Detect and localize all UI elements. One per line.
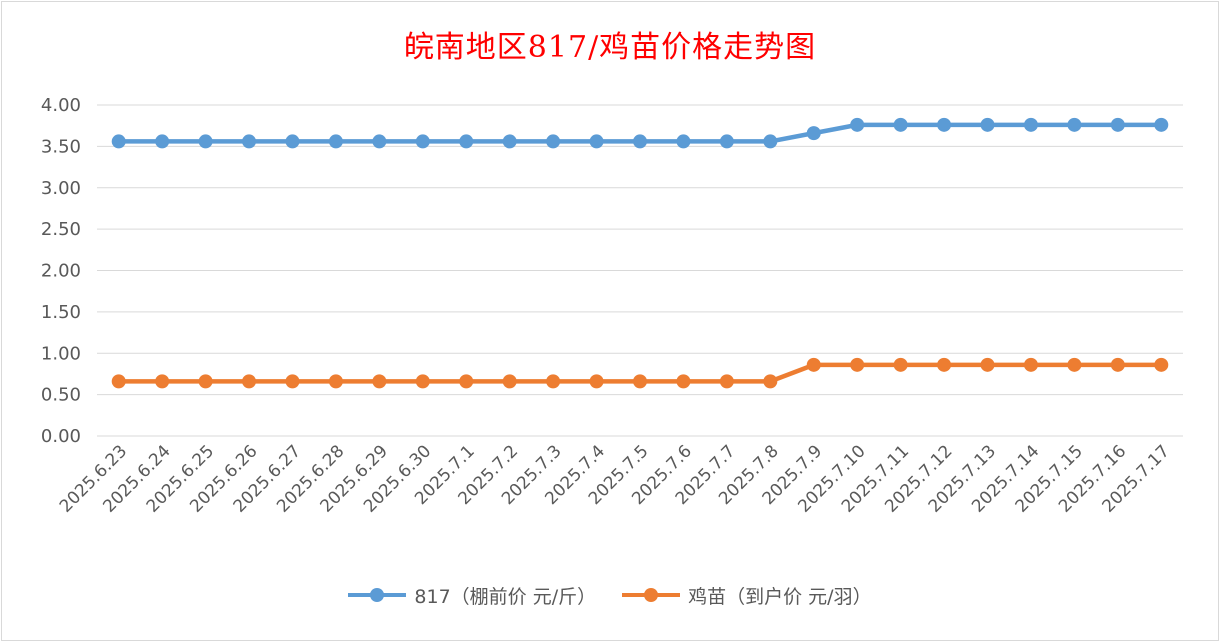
data-point-series-0 [372, 134, 387, 149]
y-tick-label: 3.50 [41, 136, 81, 157]
data-point-series-0 [155, 134, 170, 149]
data-point-series-1 [980, 357, 995, 372]
data-point-series-1 [893, 357, 908, 372]
data-point-series-1 [242, 374, 257, 389]
data-point-series-0 [806, 126, 821, 141]
data-point-series-0 [459, 134, 474, 149]
data-point-series-1 [546, 374, 561, 389]
data-point-series-0 [1067, 117, 1082, 132]
data-point-series-1 [111, 374, 126, 389]
legend-swatch-817 [348, 586, 407, 604]
data-point-series-1 [1023, 357, 1038, 372]
data-point-series-0 [850, 117, 865, 132]
y-tick-label: 1.00 [41, 343, 81, 364]
data-point-series-1 [328, 374, 343, 389]
data-point-series-0 [633, 134, 647, 149]
data-point-series-0 [502, 134, 517, 149]
y-tick-label: 2.00 [41, 261, 81, 282]
legend-label-817: 817（棚前价 元/斤） [414, 585, 597, 608]
data-point-series-0 [893, 117, 908, 132]
data-point-series-1 [633, 374, 647, 389]
data-point-series-0 [242, 134, 257, 149]
data-point-series-0 [1023, 117, 1038, 132]
data-point-series-1 [372, 374, 387, 389]
legend-swatch-chick [622, 586, 681, 604]
legend-item-chick: 鸡苗（到户价 元/羽） [622, 582, 872, 609]
data-point-series-0 [937, 117, 952, 132]
data-point-series-0 [980, 117, 995, 132]
legend-marker-817 [370, 588, 385, 602]
chart-title: 皖南地区817/鸡苗价格走势图 [403, 30, 817, 65]
y-tick-label: 3.00 [41, 178, 81, 199]
data-point-series-0 [415, 134, 430, 149]
gridlines [97, 104, 1183, 437]
data-point-series-1 [763, 374, 778, 389]
y-tick-label: 1.50 [41, 302, 81, 323]
data-point-series-0 [1154, 117, 1169, 132]
y-tick-label: 0.50 [41, 385, 81, 406]
data-point-series-1 [1067, 357, 1082, 372]
data-point-series-1 [806, 357, 821, 372]
data-point-series-1 [415, 374, 430, 389]
data-point-series-1 [285, 374, 300, 389]
data-point-series-1 [1154, 357, 1169, 372]
data-point-series-0 [111, 134, 126, 149]
data-point-series-0 [719, 134, 734, 149]
data-point-series-0 [1110, 117, 1125, 132]
data-point-series-0 [546, 134, 561, 149]
data-point-series-0 [589, 134, 604, 149]
x-axis-ticks: 2025.6.232025.6.242025.6.252025.6.262025… [56, 441, 1174, 516]
data-point-series-1 [850, 357, 865, 372]
data-point-series-1 [502, 374, 517, 389]
y-tick-label: 0.00 [41, 426, 81, 447]
y-tick-label: 2.50 [41, 219, 81, 240]
data-point-series-1 [589, 374, 604, 389]
y-tick-label: 4.00 [41, 95, 81, 116]
data-point-series-1 [1110, 357, 1125, 372]
data-point-series-1 [198, 374, 213, 389]
data-point-series-1 [937, 357, 952, 372]
legend: 817（棚前价 元/斤） 鸡苗（到户价 元/羽） [0, 580, 1220, 610]
data-point-series-1 [459, 374, 474, 389]
legend-marker-chick [644, 588, 659, 602]
data-point-series-0 [676, 134, 691, 149]
data-point-series-0 [285, 134, 300, 149]
legend-label-chick: 鸡苗（到户价 元/羽） [688, 585, 872, 608]
data-point-series-0 [198, 134, 213, 149]
series-layer [111, 117, 1169, 389]
legend-item-817: 817（棚前价 元/斤） [348, 582, 596, 609]
data-point-series-1 [719, 374, 734, 389]
data-point-series-0 [328, 134, 343, 149]
data-point-series-0 [763, 134, 778, 149]
data-point-series-1 [676, 374, 691, 389]
data-point-series-1 [155, 374, 170, 389]
y-axis-ticks: 0.00 0.50 1.00 1.50 2.00 2.50 3.00 3.50 4.00 [41, 95, 81, 447]
